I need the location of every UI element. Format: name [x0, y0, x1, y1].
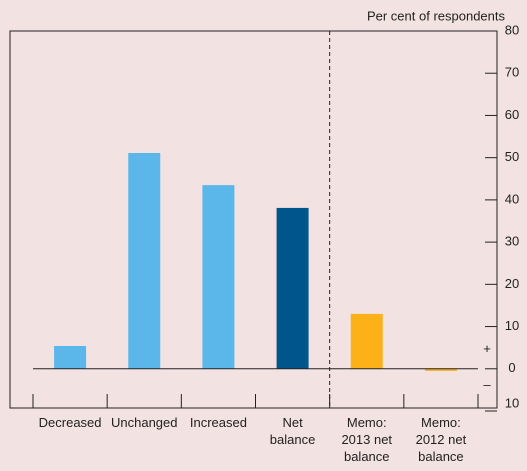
x-tick-label: Net balance	[269, 415, 316, 447]
y-tick-label: 60	[505, 107, 519, 122]
axis-label: Per cent of respondents	[367, 8, 506, 23]
y-tick-label: 0	[508, 360, 515, 375]
plot-frame	[9, 30, 498, 409]
sign-plus: +	[483, 341, 491, 356]
y-tick-label: 70	[505, 65, 519, 80]
x-tick-label: Memo: 2013 net balance	[341, 415, 393, 464]
x-tick-label: Increased	[189, 415, 247, 430]
bar	[202, 185, 235, 369]
bar	[276, 207, 309, 369]
x-tick-label: Decreased	[38, 415, 102, 430]
y-tick-label: 10	[505, 395, 519, 410]
x-tick-label: Memo: 2012 net balance	[415, 415, 467, 464]
bar	[350, 313, 383, 369]
bar	[424, 368, 457, 371]
x-tick-label: Unchanged	[111, 415, 178, 430]
y-tick-label: 50	[505, 149, 519, 164]
y-tick-label: 80	[505, 22, 519, 37]
bar	[54, 345, 87, 369]
y-tick-label: 30	[505, 234, 519, 249]
y-tick-label: 40	[505, 191, 519, 206]
y-tick-label: 20	[505, 276, 519, 291]
bar	[128, 153, 161, 369]
sign-minus: –	[483, 377, 491, 392]
y-tick-label: 10	[505, 318, 519, 333]
